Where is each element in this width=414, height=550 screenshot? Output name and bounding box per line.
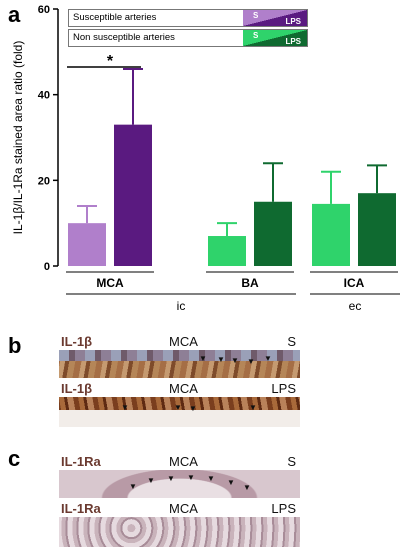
micrograph-il1ra-lps-label-bar: IL-1Ra MCA LPS <box>59 500 300 517</box>
condition-label: S <box>287 454 296 469</box>
swatch-s-label: S <box>253 31 259 40</box>
micrograph-il1b-s-label-bar: IL-1β MCA S <box>59 333 300 350</box>
legend-susceptible: Susceptible arteries S LPS <box>68 9 308 27</box>
condition-label: S <box>287 334 296 349</box>
arrowhead-icon: ▼ <box>147 476 155 485</box>
significance-marker: * <box>107 53 114 70</box>
legend-non-susceptible-swatch: S LPS <box>243 30 307 46</box>
condition-label: LPS <box>271 501 296 516</box>
arrowhead-icon: ▼ <box>187 473 195 482</box>
arrowhead-icon: ▼ <box>121 403 129 412</box>
micrograph-il1b-lps-label-bar: IL-1β MCA LPS <box>59 380 300 397</box>
bar-chart: 0 20 40 60 IL-1β/IL-1Ra stained area ratio (… <box>11 4 400 313</box>
arrowhead-icon: ▼ <box>217 355 225 364</box>
arrowhead-icon: ▼ <box>227 478 235 487</box>
arrowhead-icon: ▼ <box>207 474 215 483</box>
bar-ica-lps <box>358 193 396 266</box>
panel-letter-b: b <box>8 333 22 358</box>
group-label-ica: ICA <box>344 276 365 290</box>
micrograph-il1b-panel: IL-1β MCA S ▼ ▼ ▼ ▼ ▼ IL-1β MCA LPS ▼ ▼ … <box>59 333 300 427</box>
arrowhead-icon: ▼ <box>249 403 257 412</box>
arrowhead-icon: ▼ <box>264 354 272 363</box>
stain-label: IL-1Ra <box>61 454 101 469</box>
region-label-ec: ec <box>349 299 362 313</box>
stain-label: IL-1β <box>61 334 93 349</box>
bar-ba-lps <box>254 201 292 266</box>
arrowhead-icon: ▼ <box>243 483 251 492</box>
y-tick-label: 40 <box>38 90 50 102</box>
swatch-s-label: S <box>253 11 259 20</box>
y-axis-label: IL-1β/IL-1Ra stained area ratio (fold) <box>11 41 25 235</box>
arrowhead-icon: ▼ <box>199 354 207 363</box>
panel-letter-a: a <box>8 2 21 27</box>
legend-non-susceptible: Non susceptible arteries S LPS <box>68 29 308 47</box>
bar-ba-s <box>208 236 246 266</box>
bar-ica-s <box>312 203 350 266</box>
legend-susceptible-label: Susceptible arteries <box>73 12 157 23</box>
vessel-label: MCA <box>169 501 198 516</box>
arrowhead-icon: ▼ <box>129 482 137 491</box>
arrowhead-icon: ▼ <box>231 356 239 365</box>
arrowhead-icon: ▼ <box>174 403 182 412</box>
group-label-mca: MCA <box>96 276 124 290</box>
group-label-ba: BA <box>241 276 259 290</box>
panel-letter-c: c <box>8 446 21 471</box>
micrograph-il1ra-panel: IL-1Ra MCA S ▼ ▼ ▼ ▼ ▼ ▼ ▼ IL-1Ra MCA LP… <box>59 453 300 547</box>
bar-mca-s <box>68 223 106 266</box>
swatch-lps-label: LPS <box>285 37 301 46</box>
legend-non-susceptible-label: Non susceptible arteries <box>73 32 175 43</box>
y-tick-label: 0 <box>44 261 50 273</box>
micrograph-il1ra-s-label-bar: IL-1Ra MCA S <box>59 453 300 470</box>
vessel-label: MCA <box>169 454 198 469</box>
stain-label: IL-1Ra <box>61 501 101 516</box>
arrowhead-icon: ▼ <box>189 404 197 413</box>
y-tick-label: 60 <box>38 4 50 16</box>
legend-susceptible-swatch: S LPS <box>243 10 307 26</box>
condition-label: LPS <box>271 381 296 396</box>
vessel-label: MCA <box>169 334 198 349</box>
micrograph-lumen-band <box>59 347 300 361</box>
stain-label: IL-1β <box>61 381 93 396</box>
y-tick-label: 20 <box>38 175 50 187</box>
swatch-lps-label: LPS <box>285 17 301 26</box>
arrowhead-icon: ▼ <box>167 474 175 483</box>
bar-mca-lps <box>114 124 152 267</box>
arrowhead-icon: ▼ <box>247 357 255 366</box>
vessel-label: MCA <box>169 381 198 396</box>
micrograph-background <box>59 410 300 427</box>
region-label-ic: ic <box>177 299 186 313</box>
